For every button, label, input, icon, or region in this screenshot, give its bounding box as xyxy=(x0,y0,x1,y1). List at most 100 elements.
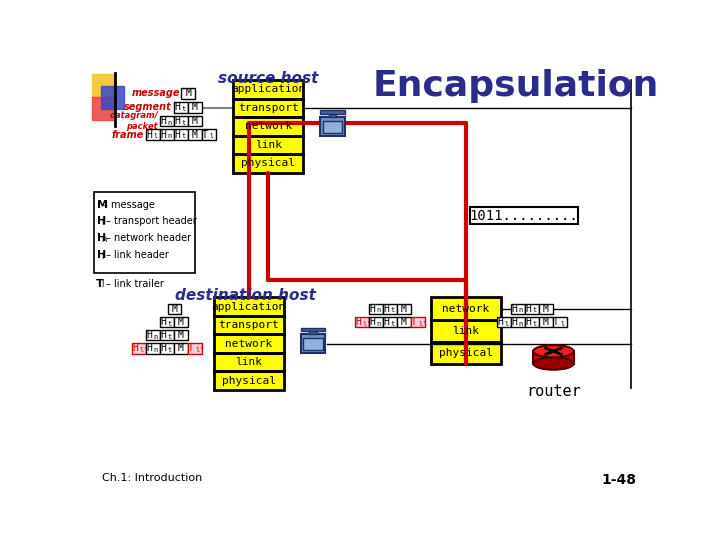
Bar xyxy=(202,130,215,140)
Bar xyxy=(174,330,188,340)
Bar xyxy=(303,339,323,350)
Bar xyxy=(431,342,500,364)
Bar xyxy=(431,320,500,342)
Text: n: n xyxy=(518,307,523,313)
Text: n: n xyxy=(377,321,381,327)
Text: H: H xyxy=(160,317,166,327)
Bar xyxy=(214,334,284,353)
Text: H: H xyxy=(160,343,166,353)
Text: H: H xyxy=(160,330,166,340)
Text: H: H xyxy=(97,217,107,226)
Text: M: M xyxy=(192,116,197,126)
Bar xyxy=(160,130,174,140)
Text: n: n xyxy=(102,235,107,244)
Text: n: n xyxy=(153,347,158,353)
Bar xyxy=(329,114,336,117)
Bar xyxy=(214,372,284,390)
Bar xyxy=(411,316,425,327)
Text: l: l xyxy=(505,321,509,327)
Bar xyxy=(369,303,383,314)
Bar xyxy=(539,316,553,327)
Text: l': l' xyxy=(418,321,427,327)
Text: l: l xyxy=(560,321,564,327)
Text: H: H xyxy=(369,304,375,314)
Text: M: M xyxy=(192,102,197,112)
Ellipse shape xyxy=(534,345,574,357)
Text: – network header: – network header xyxy=(107,233,192,244)
Text: M: M xyxy=(186,88,192,98)
Bar xyxy=(233,80,303,99)
Text: t: t xyxy=(533,307,537,313)
Text: H: H xyxy=(383,304,389,314)
Bar xyxy=(101,86,124,110)
Text: H: H xyxy=(525,317,531,327)
Text: link: link xyxy=(255,140,282,150)
Text: H: H xyxy=(132,343,138,353)
Bar xyxy=(233,136,303,154)
Text: H: H xyxy=(511,317,517,327)
Bar xyxy=(188,343,202,354)
Text: Ch.1: Introduction: Ch.1: Introduction xyxy=(102,473,202,483)
Text: H: H xyxy=(160,116,166,126)
Bar xyxy=(145,343,160,354)
Bar xyxy=(214,353,284,372)
Bar xyxy=(168,303,181,314)
Text: 1-48: 1-48 xyxy=(601,473,636,487)
Bar xyxy=(510,303,525,314)
Bar xyxy=(233,80,303,173)
Text: l: l xyxy=(102,252,104,261)
Ellipse shape xyxy=(534,357,574,370)
Text: H: H xyxy=(174,116,180,126)
Bar xyxy=(323,122,343,133)
Bar xyxy=(355,316,369,327)
Text: M: M xyxy=(543,304,549,314)
Bar xyxy=(553,316,567,327)
Text: network: network xyxy=(225,339,272,348)
Bar xyxy=(310,331,317,334)
Bar xyxy=(320,111,345,114)
Bar xyxy=(160,116,174,126)
Text: M: M xyxy=(171,304,177,314)
Text: H: H xyxy=(146,330,152,340)
Bar xyxy=(233,154,303,173)
Text: t: t xyxy=(391,307,395,313)
Bar xyxy=(233,99,303,117)
Bar xyxy=(301,328,325,331)
Polygon shape xyxy=(534,351,574,363)
Bar xyxy=(525,316,539,327)
Text: transport: transport xyxy=(238,103,299,113)
Bar xyxy=(214,298,284,390)
Text: H: H xyxy=(511,304,517,314)
Text: Encapsulation: Encapsulation xyxy=(373,69,660,103)
Text: T: T xyxy=(188,343,194,353)
Bar xyxy=(233,117,303,136)
Text: t: t xyxy=(181,106,186,112)
Bar xyxy=(539,303,553,314)
Text: transport: transport xyxy=(218,320,279,330)
Bar xyxy=(160,330,174,340)
Text: H: H xyxy=(383,317,389,327)
Bar xyxy=(214,316,284,334)
Text: M: M xyxy=(178,330,184,340)
Bar xyxy=(94,192,194,273)
Bar xyxy=(383,316,397,327)
Bar xyxy=(188,102,202,112)
Text: l: l xyxy=(153,133,158,139)
Text: l: l xyxy=(210,133,214,139)
Bar xyxy=(469,207,578,224)
Bar xyxy=(397,316,411,327)
Text: n: n xyxy=(377,307,381,313)
Text: t: t xyxy=(181,133,186,139)
Bar xyxy=(431,298,500,364)
Text: l': l' xyxy=(140,347,148,353)
Bar xyxy=(188,116,202,126)
Bar xyxy=(181,88,195,99)
Bar xyxy=(174,343,188,354)
Text: T: T xyxy=(411,317,417,327)
Text: – link header: – link header xyxy=(107,251,169,260)
Text: H: H xyxy=(146,130,152,140)
Text: 1011.........: 1011......... xyxy=(469,209,578,222)
Text: n: n xyxy=(153,334,158,340)
Bar xyxy=(214,298,284,316)
Text: l': l' xyxy=(363,321,372,327)
